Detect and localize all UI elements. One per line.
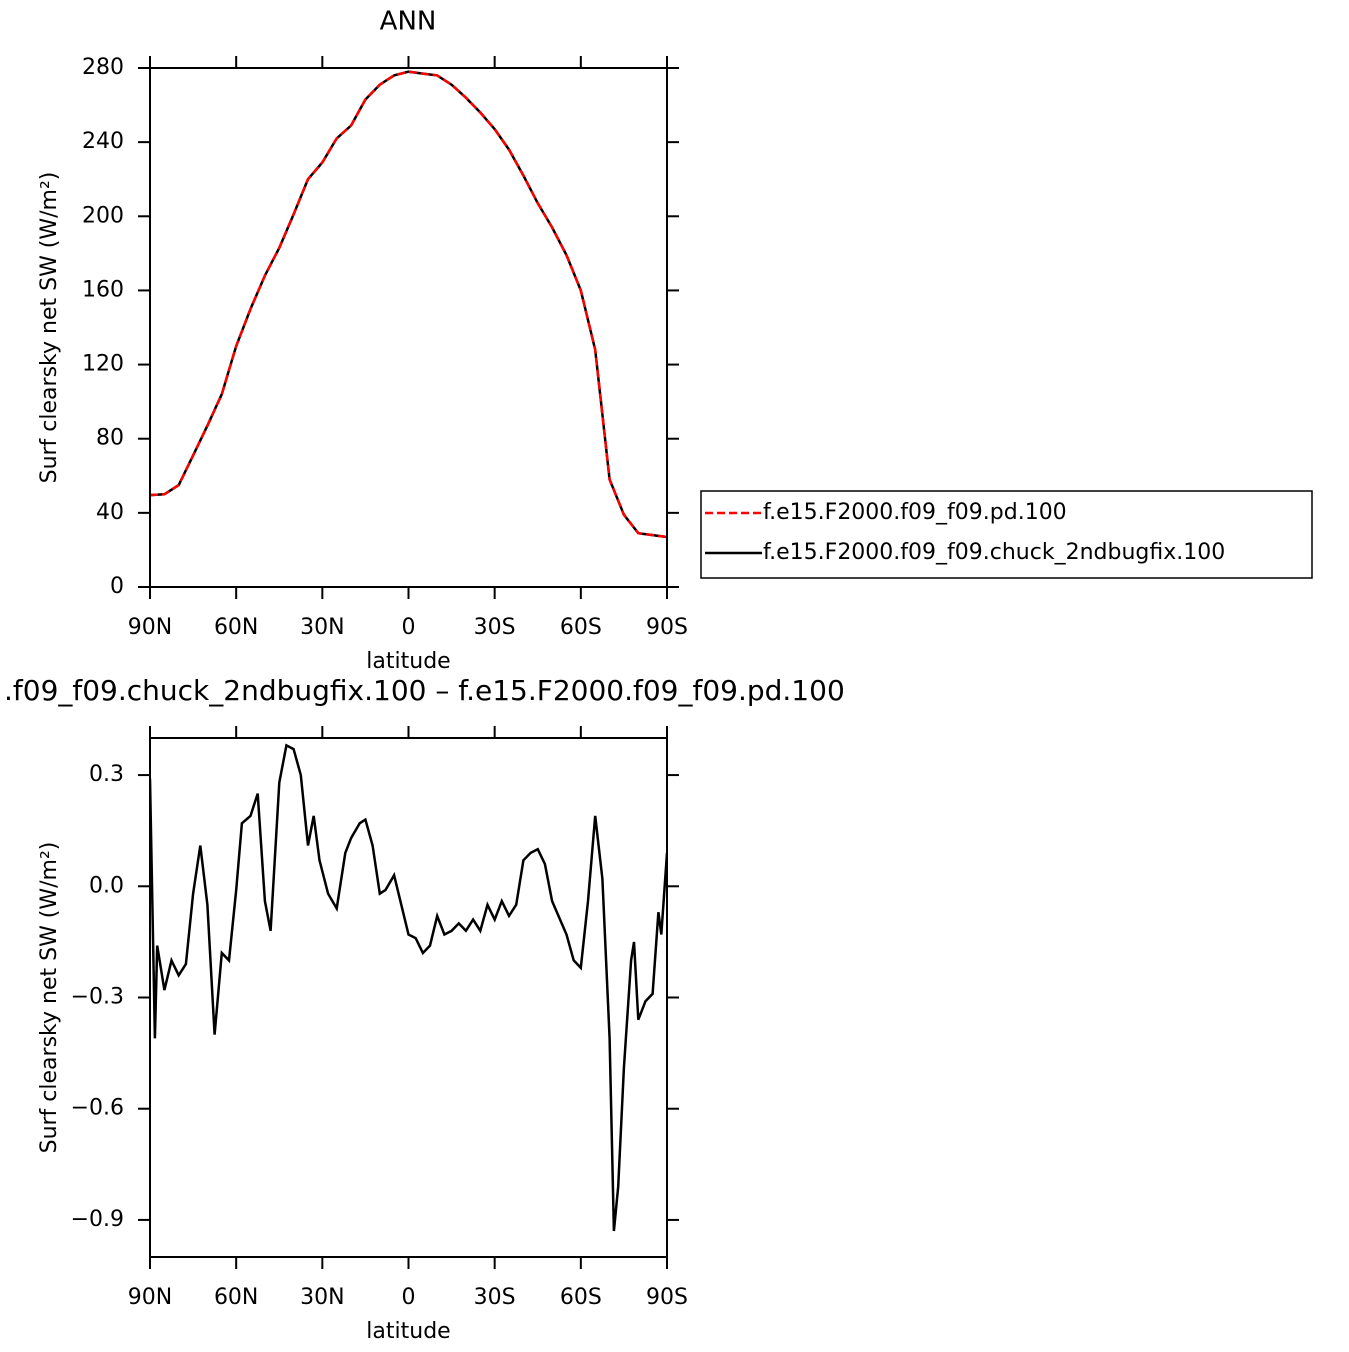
y-tick-label: −0.6 bbox=[71, 1096, 124, 1121]
x-tick-label: 30N bbox=[300, 615, 344, 640]
x-tick-label: 60S bbox=[560, 615, 602, 640]
series-line bbox=[150, 70, 667, 539]
plot-frame bbox=[149, 67, 668, 588]
x-tick-label: 30S bbox=[474, 1285, 516, 1310]
x-tick-label: 90S bbox=[646, 615, 688, 640]
series-line bbox=[150, 743, 667, 1232]
y-tick-label: 80 bbox=[96, 426, 124, 451]
series-line bbox=[150, 70, 667, 539]
y-tick-label: −0.3 bbox=[71, 985, 124, 1010]
x-tick-label: 30N bbox=[300, 1285, 344, 1310]
y-tick-label: 0 bbox=[110, 574, 124, 599]
legend-label: f.e15.F2000.f09_f09.chuck_2ndbugfix.100 bbox=[763, 540, 1225, 565]
legend-box bbox=[700, 490, 1313, 579]
legend-label: f.e15.F2000.f09_f09.pd.100 bbox=[763, 500, 1067, 525]
chart-title: ANN bbox=[380, 7, 437, 37]
y-tick-label: 200 bbox=[82, 203, 124, 228]
y-axis-label: Surf clearsky net SW (W/m²) bbox=[37, 842, 62, 1154]
y-tick-label: 40 bbox=[96, 500, 124, 525]
x-tick-label: 30S bbox=[474, 615, 516, 640]
y-tick-label: 240 bbox=[82, 129, 124, 154]
x-tick-label: 0 bbox=[402, 1285, 416, 1310]
chart-title: .f09_f09.chuck_2ndbugfix.100 – f.e15.F20… bbox=[4, 674, 845, 707]
x-tick-label: 90S bbox=[646, 1285, 688, 1310]
y-tick-label: 280 bbox=[82, 55, 124, 80]
x-tick-label: 60S bbox=[560, 1285, 602, 1310]
y-tick-label: 160 bbox=[82, 277, 124, 302]
x-tick-label: 90N bbox=[128, 615, 172, 640]
y-tick-label: 0.3 bbox=[89, 762, 124, 787]
x-tick-label: 60N bbox=[214, 1285, 258, 1310]
y-axis-label: Surf clearsky net SW (W/m²) bbox=[37, 172, 62, 484]
y-tick-label: 0.0 bbox=[89, 873, 124, 898]
x-tick-label: 60N bbox=[214, 615, 258, 640]
x-axis-label: latitude bbox=[366, 1319, 450, 1344]
plot-frame bbox=[149, 737, 668, 1258]
x-tick-label: 0 bbox=[402, 615, 416, 640]
y-tick-label: −0.9 bbox=[71, 1207, 124, 1232]
y-tick-label: 120 bbox=[82, 352, 124, 377]
x-axis-label: latitude bbox=[366, 649, 450, 674]
x-tick-label: 90N bbox=[128, 1285, 172, 1310]
